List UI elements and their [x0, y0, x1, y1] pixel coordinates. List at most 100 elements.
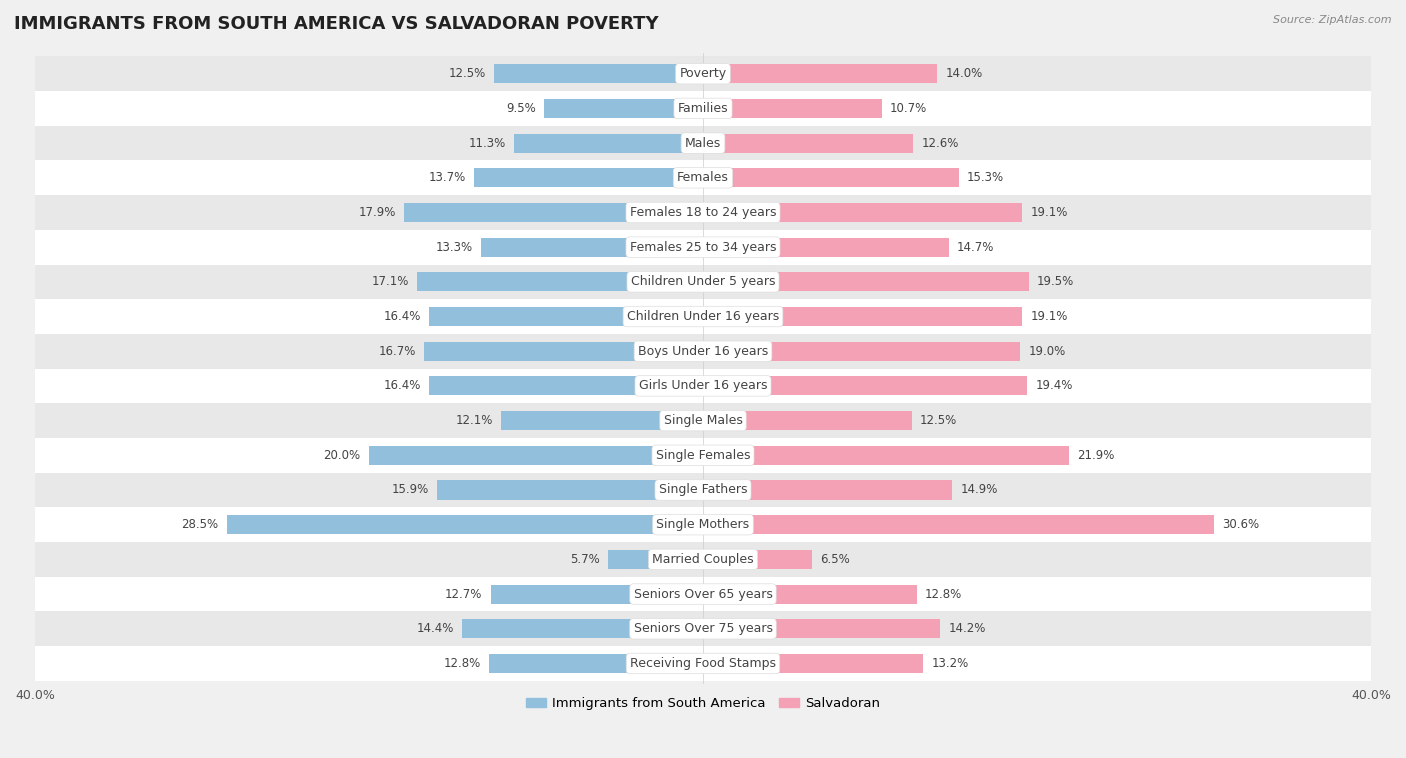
Bar — [404, 203, 703, 222]
Text: 28.5%: 28.5% — [181, 518, 219, 531]
Text: 16.4%: 16.4% — [384, 310, 420, 323]
Text: 9.5%: 9.5% — [506, 102, 536, 115]
Text: 17.1%: 17.1% — [371, 275, 409, 288]
Text: 13.3%: 13.3% — [436, 240, 472, 254]
Bar — [703, 654, 924, 673]
Text: 10.7%: 10.7% — [890, 102, 928, 115]
Text: Girls Under 16 years: Girls Under 16 years — [638, 380, 768, 393]
Text: 14.2%: 14.2% — [949, 622, 986, 635]
Bar — [35, 507, 1371, 542]
Text: 12.8%: 12.8% — [925, 587, 962, 600]
Bar — [703, 168, 959, 187]
Text: Single Females: Single Females — [655, 449, 751, 462]
Bar — [703, 550, 811, 569]
Text: Single Fathers: Single Fathers — [659, 484, 747, 496]
Text: Females 18 to 24 years: Females 18 to 24 years — [630, 206, 776, 219]
Text: Males: Males — [685, 136, 721, 149]
Text: Females 25 to 34 years: Females 25 to 34 years — [630, 240, 776, 254]
Text: 19.5%: 19.5% — [1038, 275, 1074, 288]
Bar — [703, 237, 949, 257]
Text: 30.6%: 30.6% — [1222, 518, 1260, 531]
Bar — [368, 446, 703, 465]
Bar — [35, 126, 1371, 161]
Text: Single Mothers: Single Mothers — [657, 518, 749, 531]
Text: Children Under 5 years: Children Under 5 years — [631, 275, 775, 288]
Text: 13.2%: 13.2% — [932, 657, 969, 670]
Bar — [35, 265, 1371, 299]
Bar — [703, 307, 1022, 326]
Bar — [703, 377, 1026, 396]
Bar — [226, 515, 703, 534]
Text: 14.7%: 14.7% — [957, 240, 994, 254]
Text: 5.7%: 5.7% — [569, 553, 599, 566]
Bar — [429, 307, 703, 326]
Text: 12.7%: 12.7% — [446, 587, 482, 600]
Text: 16.4%: 16.4% — [384, 380, 420, 393]
Text: 16.7%: 16.7% — [378, 345, 416, 358]
Bar — [703, 342, 1021, 361]
Bar — [429, 377, 703, 396]
Bar — [481, 237, 703, 257]
Bar — [501, 411, 703, 430]
Text: 12.6%: 12.6% — [922, 136, 959, 149]
Text: Poverty: Poverty — [679, 67, 727, 80]
Bar — [474, 168, 703, 187]
Text: 13.7%: 13.7% — [429, 171, 465, 184]
Bar — [703, 64, 936, 83]
Text: 19.0%: 19.0% — [1029, 345, 1066, 358]
Bar — [35, 438, 1371, 473]
Text: 12.8%: 12.8% — [444, 657, 481, 670]
Bar — [703, 446, 1069, 465]
Text: 12.1%: 12.1% — [456, 414, 492, 427]
Text: Children Under 16 years: Children Under 16 years — [627, 310, 779, 323]
Text: 12.5%: 12.5% — [920, 414, 957, 427]
Bar — [35, 195, 1371, 230]
Text: 12.5%: 12.5% — [449, 67, 486, 80]
Text: 15.9%: 15.9% — [392, 484, 429, 496]
Bar — [703, 203, 1022, 222]
Bar — [35, 91, 1371, 126]
Text: 19.1%: 19.1% — [1031, 206, 1067, 219]
Bar — [489, 654, 703, 673]
Bar — [418, 272, 703, 291]
Bar — [703, 99, 882, 118]
Bar — [463, 619, 703, 638]
Bar — [35, 612, 1371, 646]
Bar — [515, 133, 703, 152]
Bar — [495, 64, 703, 83]
Bar — [35, 368, 1371, 403]
Text: 14.4%: 14.4% — [416, 622, 454, 635]
Bar — [703, 619, 941, 638]
Bar — [544, 99, 703, 118]
Bar — [703, 411, 911, 430]
Text: Boys Under 16 years: Boys Under 16 years — [638, 345, 768, 358]
Text: Seniors Over 65 years: Seniors Over 65 years — [634, 587, 772, 600]
Bar — [703, 272, 1029, 291]
Bar — [35, 161, 1371, 195]
Bar — [35, 646, 1371, 681]
Text: 6.5%: 6.5% — [820, 553, 849, 566]
Text: 14.0%: 14.0% — [945, 67, 983, 80]
Bar — [607, 550, 703, 569]
Text: 20.0%: 20.0% — [323, 449, 360, 462]
Bar — [491, 584, 703, 603]
Bar — [35, 334, 1371, 368]
Bar — [703, 133, 914, 152]
Text: 19.1%: 19.1% — [1031, 310, 1067, 323]
Bar — [35, 542, 1371, 577]
Text: Source: ZipAtlas.com: Source: ZipAtlas.com — [1274, 15, 1392, 25]
Text: Single Males: Single Males — [664, 414, 742, 427]
Bar — [35, 403, 1371, 438]
Bar — [35, 56, 1371, 91]
Bar — [437, 481, 703, 500]
Text: 14.9%: 14.9% — [960, 484, 998, 496]
Bar — [703, 481, 952, 500]
Text: 17.9%: 17.9% — [359, 206, 395, 219]
Bar — [425, 342, 703, 361]
Bar — [35, 577, 1371, 612]
Text: Seniors Over 75 years: Seniors Over 75 years — [634, 622, 772, 635]
Text: 19.4%: 19.4% — [1035, 380, 1073, 393]
Text: Married Couples: Married Couples — [652, 553, 754, 566]
Bar — [35, 230, 1371, 265]
Text: Females: Females — [678, 171, 728, 184]
